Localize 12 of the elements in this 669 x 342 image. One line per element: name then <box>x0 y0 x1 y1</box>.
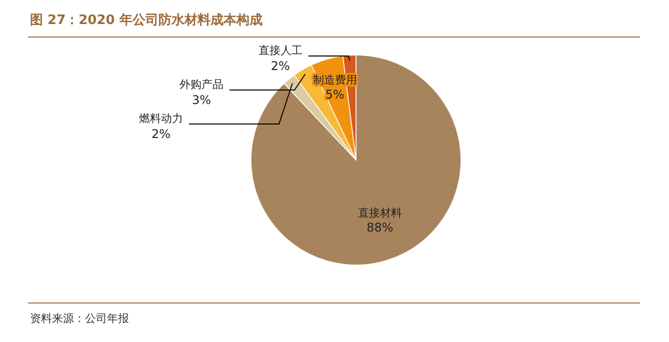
slice-label: 燃料动力 <box>139 112 184 125</box>
pie-slice <box>250 54 462 266</box>
text: 资料来源：公司年报 <box>30 312 129 325</box>
chart-title: 图 27：2020 年公司防水材料成本构成 <box>30 12 262 28</box>
data-label: 2% <box>152 127 171 141</box>
slice-label: 直接人工 <box>258 44 302 57</box>
data-label: 5% <box>325 87 344 102</box>
data-label: 88% <box>366 220 394 235</box>
slice-label: 外购产品 <box>180 78 224 91</box>
data-label: 2% <box>270 59 290 73</box>
data-label: 3% <box>192 93 212 107</box>
slice-label: 直接材料 <box>358 206 402 220</box>
